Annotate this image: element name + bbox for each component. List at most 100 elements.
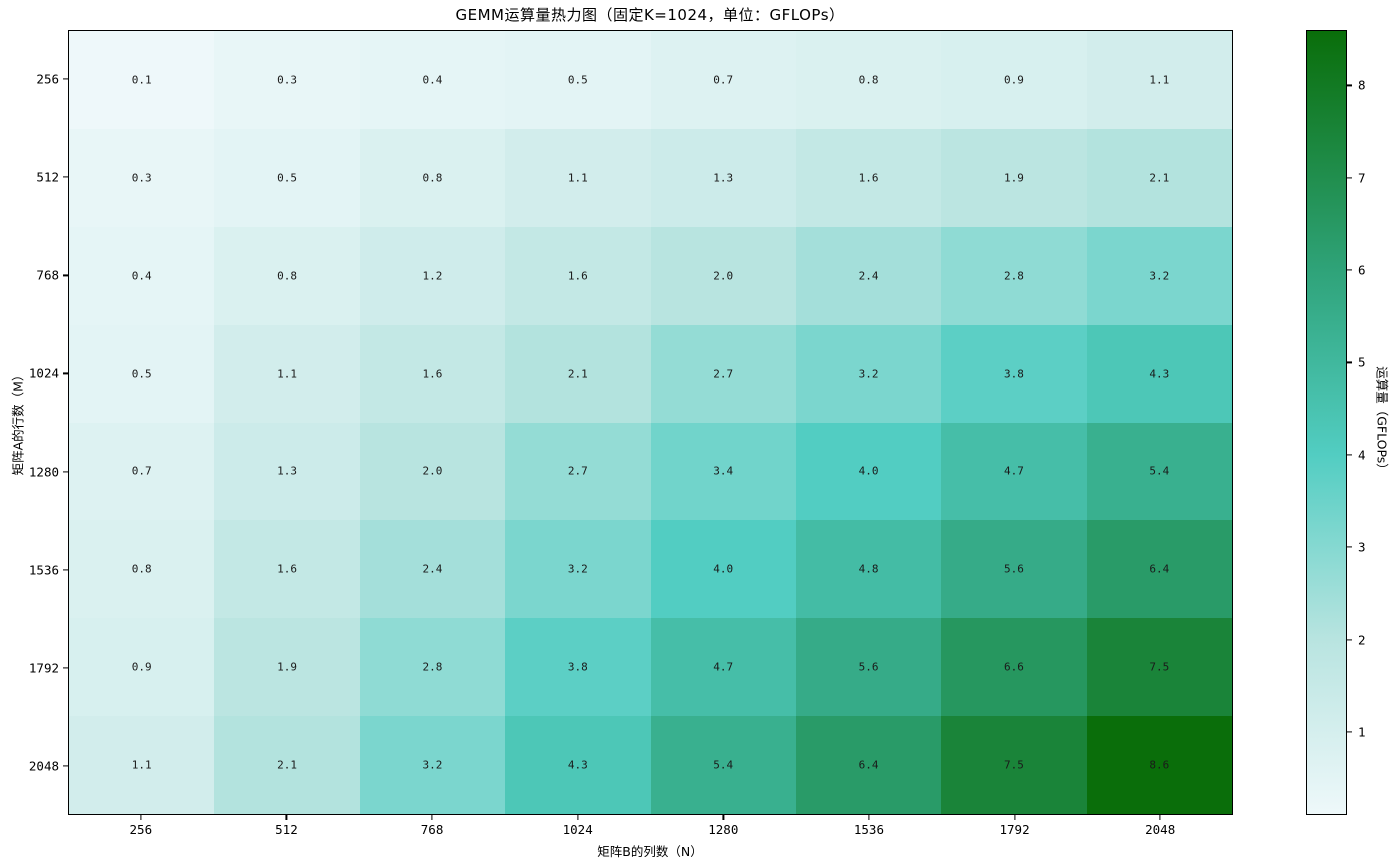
heatmap-cell: 0.1 <box>69 31 215 129</box>
heatmap-cell: 0.7 <box>69 422 215 521</box>
cell-value: 4.3 <box>567 758 588 772</box>
cell-value: 0.8 <box>422 171 443 185</box>
heatmap-cell: 5.6 <box>941 520 1087 619</box>
cell-value: 3.8 <box>567 660 588 674</box>
heatmap-cell: 3.8 <box>505 618 651 717</box>
cell-value: 0.5 <box>131 367 152 381</box>
heatmap-cell: 1.9 <box>941 128 1087 227</box>
heatmap-cell: 2.7 <box>505 422 651 521</box>
heatmap-cell: 1.3 <box>650 128 796 227</box>
heatmap-cell: 3.2 <box>795 324 942 423</box>
cell-value: 0.4 <box>131 269 152 283</box>
y-tick-mark <box>63 569 68 571</box>
heatmap-cell: 5.4 <box>1086 422 1232 521</box>
cell-value: 1.1 <box>567 171 588 185</box>
heatmap-cell: 1.1 <box>214 324 360 423</box>
cell-value: 0.5 <box>567 73 588 87</box>
y-tick-label: 256 <box>36 71 59 87</box>
cell-value: 3.8 <box>1004 367 1024 381</box>
cell-value: 6.4 <box>858 758 879 772</box>
heatmap-cell: 1.6 <box>359 324 506 423</box>
x-tick-label: 256 <box>129 822 153 837</box>
cell-value: 2.1 <box>567 367 588 381</box>
heatmap-cell: 0.8 <box>359 128 506 227</box>
heatmap-cell: 2.0 <box>359 422 506 521</box>
plot-area: 0.1 0.3 0.4 0.5 0.7 0.8 0.9 1.1 0.3 0.5 0.8 1.1 1.3 1… <box>68 30 1233 815</box>
heatmap-cell: 0.5 <box>214 128 360 227</box>
cell-value: 7.5 <box>1149 660 1170 674</box>
heatmap-cell: 0.4 <box>359 31 506 129</box>
heatmap-cell: 4.0 <box>650 520 796 619</box>
cell-value: 2.8 <box>1004 269 1024 283</box>
cell-value: 3.2 <box>1149 269 1170 283</box>
heatmap-cell: 0.3 <box>69 128 215 227</box>
colorbar-tick-label: 4 <box>1358 447 1366 463</box>
cell-value: 4.0 <box>713 562 734 576</box>
heatmap-cell: 1.2 <box>359 226 506 325</box>
heatmap-cell: 2.1 <box>505 324 651 423</box>
heatmap-cell: 0.8 <box>214 226 360 325</box>
cell-value: 1.6 <box>277 562 297 576</box>
heatmap-cell: 3.2 <box>505 520 651 619</box>
x-tick-mark <box>1013 815 1016 820</box>
heatmap-cell: 0.9 <box>941 31 1087 129</box>
heatmap-cell: 4.8 <box>795 520 942 619</box>
colorbar-tick-label: 6 <box>1358 262 1366 278</box>
heatmap-cell: 1.1 <box>1086 31 1232 129</box>
heatmap-cell: 1.3 <box>214 422 360 521</box>
colorbar-tick-mark <box>1347 361 1352 364</box>
cell-value: 0.7 <box>713 73 734 87</box>
y-tick-label: 1792 <box>28 660 59 676</box>
x-tick-mark <box>868 815 870 820</box>
cell-value: 8.6 <box>1149 758 1170 772</box>
y-tick-label: 1280 <box>28 464 59 480</box>
cell-value: 1.3 <box>713 171 734 185</box>
cell-value: 0.9 <box>1004 73 1024 87</box>
heatmap-cell: 0.5 <box>69 324 215 423</box>
colorbar-tick-mark <box>1347 546 1352 548</box>
y-tick-mark <box>63 667 68 669</box>
x-tick-label: 1536 <box>853 822 884 837</box>
cell-value: 2.4 <box>422 562 443 576</box>
heatmap-cell: 3.8 <box>941 324 1087 423</box>
cell-value: 5.4 <box>1149 464 1170 478</box>
cell-value: 1.6 <box>567 269 588 283</box>
heatmap-cell: 0.8 <box>795 31 942 129</box>
heatmap-cell: 4.0 <box>795 422 942 521</box>
cell-value: 7.5 <box>1004 758 1024 772</box>
heatmap-cell: 8.6 <box>1086 716 1232 814</box>
y-tick-label: 2048 <box>28 758 59 774</box>
heatmap-cell: 3.2 <box>1086 226 1232 325</box>
y-tick-mark <box>63 274 68 276</box>
cell-value: 1.1 <box>1149 73 1170 87</box>
colorbar-tick-label: 7 <box>1358 170 1366 186</box>
cell-value: 3.2 <box>422 758 443 772</box>
colorbar-tick-mark <box>1347 269 1352 271</box>
cell-value: 0.3 <box>131 171 152 185</box>
y-tick-mark <box>63 372 68 375</box>
heatmap-cell: 4.3 <box>505 716 651 814</box>
cell-value: 0.7 <box>131 464 152 478</box>
cell-value: 1.3 <box>277 464 297 478</box>
cell-value: 2.8 <box>422 660 443 674</box>
heatmap-cell: 2.1 <box>214 716 360 814</box>
colorbar-tick-label: 1 <box>1358 724 1366 740</box>
cell-value: 1.9 <box>277 660 297 674</box>
heatmap-cell: 1.1 <box>505 128 651 227</box>
heatmap-cell: 2.4 <box>359 520 506 619</box>
heatmap-cell: 0.3 <box>214 31 360 129</box>
cell-value: 4.0 <box>858 464 879 478</box>
heatmap-cell: 5.4 <box>650 716 796 814</box>
cell-value: 4.8 <box>858 562 879 576</box>
x-tick-label: 768 <box>420 822 444 837</box>
cell-value: 1.1 <box>131 758 152 772</box>
y-axis-label: 矩阵A的行数（M） <box>10 368 26 476</box>
cell-value: 1.2 <box>422 269 443 283</box>
x-tick-label: 1280 <box>708 822 739 837</box>
heatmap-cell: 0.8 <box>69 520 215 619</box>
chart-title: GEMM运算量热力图（固定K=1024，单位：GFLOPs） <box>455 6 845 24</box>
heatmap-cell: 3.2 <box>359 716 506 814</box>
cell-value: 2.0 <box>713 269 734 283</box>
heatmap-cell: 1.6 <box>214 520 360 619</box>
cell-value: 2.4 <box>858 269 879 283</box>
